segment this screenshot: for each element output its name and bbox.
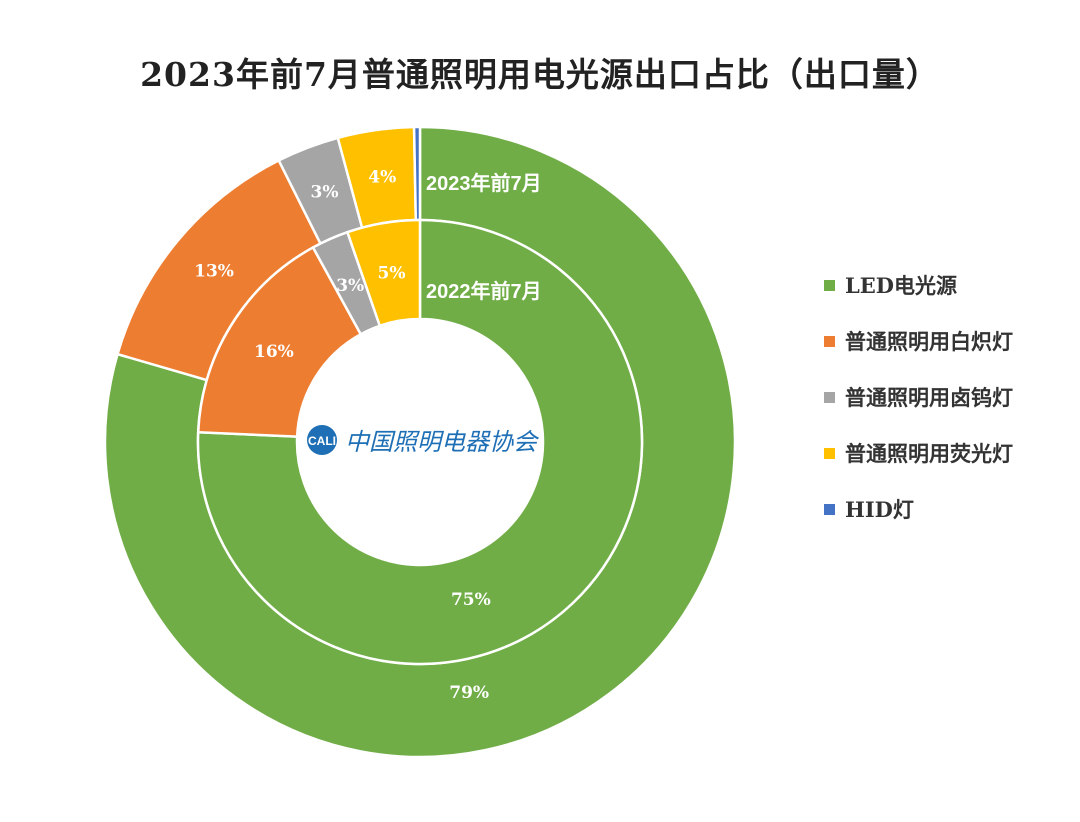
legend-label: 普通照明用荧光灯 bbox=[845, 441, 1013, 466]
legend-swatch bbox=[824, 279, 835, 291]
outer-label-fluorescent: 4% bbox=[368, 168, 396, 188]
chart-title: 2023年前7月普通照明用电光源出口占比（出口量） bbox=[140, 55, 940, 94]
inner-slice-fluorescent bbox=[345, 218, 422, 328]
legend-item-fluorescent: 普通照明用荧光灯 bbox=[824, 438, 1013, 468]
outer-label-halogen: 3% bbox=[310, 183, 338, 203]
legend-label: 普通照明用卤钨灯 bbox=[845, 385, 1013, 410]
inner-slice-led bbox=[196, 218, 644, 666]
legend-swatch bbox=[824, 503, 835, 515]
legend-label: 普通照明用白炽灯 bbox=[845, 329, 1013, 354]
inner-label-halogen: 3% bbox=[336, 276, 364, 296]
outer-slice-hid bbox=[412, 125, 422, 222]
inner-slice-incandescent bbox=[196, 245, 363, 438]
legend: LED电光源普通照明用白炽灯 普通照明用卤钨灯 普通照明用荧光灯 HID灯 bbox=[824, 270, 1013, 550]
legend-item-led: LED电光源 bbox=[824, 270, 1013, 300]
ring-labels: 2023年前7月 2022年前7月 bbox=[426, 171, 542, 303]
logo-acronym: CALI bbox=[308, 434, 336, 448]
outer-label-incandescent: 13% bbox=[194, 262, 234, 282]
inner-label-incandescent: 16% bbox=[254, 342, 294, 362]
inner-ring bbox=[196, 218, 644, 666]
logo-circle-icon bbox=[307, 425, 337, 455]
legend-item-hid: HID灯 bbox=[824, 494, 1013, 524]
outer-ring-series-label: 2023年前7月 bbox=[426, 171, 542, 195]
legend-swatch bbox=[824, 335, 835, 347]
legend-label: LED电光源 bbox=[845, 273, 957, 298]
legend-swatch bbox=[824, 447, 835, 459]
slice-labels: 79% 13% 3% 4% 75% 16% 3% 5% bbox=[194, 168, 491, 704]
inner-ring-series-label: 2022年前7月 bbox=[426, 279, 542, 303]
outer-label-led: 79% bbox=[449, 683, 489, 703]
legend-item-halogen: 普通照明用卤钨灯 bbox=[824, 382, 1013, 412]
inner-label-led: 75% bbox=[451, 590, 491, 610]
legend-item-incandescent: 普通照明用白炽灯 bbox=[824, 326, 1013, 356]
center-logo: CALI 中国照明电器协会 bbox=[307, 425, 540, 456]
inner-label-fluorescent: 5% bbox=[378, 263, 406, 283]
logo-text: 中国照明电器协会 bbox=[345, 428, 540, 456]
legend-swatch bbox=[824, 391, 835, 403]
legend-label: HID灯 bbox=[845, 497, 914, 522]
